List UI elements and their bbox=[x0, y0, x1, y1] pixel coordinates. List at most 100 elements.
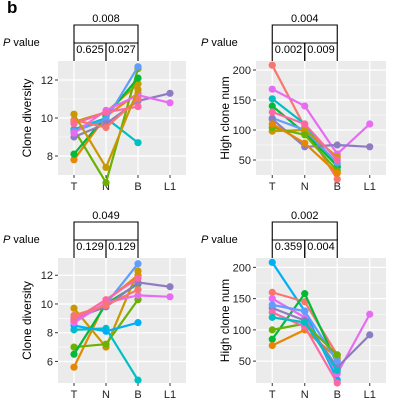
data-point bbox=[134, 139, 142, 147]
chart-panel-1: 8 10 12 T N B L1 Clone diversity 0.008 0.625 0.027… bbox=[3, 13, 186, 193]
data-point bbox=[70, 304, 78, 312]
p-value-label: 0.008 bbox=[92, 13, 120, 25]
y-tick-label: 200 bbox=[233, 65, 251, 77]
data-point bbox=[102, 340, 110, 348]
data-point bbox=[102, 296, 110, 304]
significance-bracket bbox=[105, 239, 139, 258]
data-point bbox=[268, 61, 276, 69]
y-axis-label: High clone num bbox=[218, 279, 232, 362]
data-point bbox=[134, 74, 142, 82]
data-point bbox=[301, 139, 309, 147]
y-tick-label: 8 bbox=[47, 328, 53, 340]
significance-bracket bbox=[271, 24, 338, 43]
data-point bbox=[333, 379, 341, 387]
data-point bbox=[102, 179, 110, 187]
y-tick-label: 12 bbox=[41, 270, 53, 282]
p-value-label: 0.359 bbox=[275, 241, 303, 253]
data-point bbox=[166, 99, 174, 107]
data-point bbox=[70, 311, 78, 320]
data-point bbox=[268, 313, 276, 321]
x-tick-label: B bbox=[134, 389, 141, 401]
data-point bbox=[268, 102, 276, 110]
data-point bbox=[102, 123, 110, 132]
p-value-label: 0.129 bbox=[108, 241, 136, 253]
p-value-label: 0.129 bbox=[76, 241, 104, 253]
y-tick-label: 50 bbox=[239, 155, 251, 167]
x-tick-label: L1 bbox=[364, 181, 376, 193]
y-tick-label: 150 bbox=[233, 95, 251, 107]
y-tick-label: 8 bbox=[47, 151, 53, 163]
data-point bbox=[301, 290, 309, 298]
plot-background bbox=[256, 61, 386, 175]
data-point bbox=[134, 274, 142, 282]
data-point bbox=[134, 63, 142, 71]
y-tick-label: 200 bbox=[233, 262, 251, 274]
data-point bbox=[366, 331, 374, 339]
data-point bbox=[268, 108, 276, 116]
significance-bracket bbox=[271, 221, 338, 240]
data-point bbox=[301, 131, 309, 139]
y-tick-label: 100 bbox=[233, 325, 251, 337]
data-point bbox=[333, 156, 341, 164]
p-value-caption: P value bbox=[3, 37, 40, 49]
data-point bbox=[134, 376, 142, 384]
data-point bbox=[301, 307, 309, 315]
data-point bbox=[301, 318, 309, 326]
data-point bbox=[134, 267, 142, 275]
data-point bbox=[268, 258, 276, 266]
p-value-label: 0.002 bbox=[291, 210, 319, 222]
chart-panel-3: 6 8 10 12 T N B L1 Clone diversity 0.049 0.129 0.12… bbox=[3, 210, 186, 401]
x-tick-label: N bbox=[301, 181, 309, 193]
x-tick-label: T bbox=[269, 389, 276, 401]
data-point bbox=[134, 260, 142, 268]
p-value-label: 0.027 bbox=[108, 44, 136, 56]
data-point bbox=[268, 120, 276, 128]
data-point bbox=[166, 89, 174, 97]
y-axis-label: Clone diversity bbox=[20, 281, 34, 360]
p-value-caption: P value bbox=[201, 37, 238, 49]
x-tick-label: L1 bbox=[364, 389, 376, 401]
data-point bbox=[333, 169, 341, 177]
data-point bbox=[134, 80, 142, 88]
data-point bbox=[301, 120, 309, 128]
data-point bbox=[333, 175, 341, 183]
data-point bbox=[166, 283, 174, 291]
significance-bracket bbox=[304, 239, 338, 258]
x-tick-label: B bbox=[334, 389, 341, 401]
data-point bbox=[366, 143, 374, 151]
data-point bbox=[268, 308, 276, 316]
x-tick-label: N bbox=[301, 389, 309, 401]
data-point bbox=[333, 141, 341, 149]
data-point bbox=[70, 110, 78, 118]
p-value-label: 0.004 bbox=[291, 13, 319, 25]
data-point bbox=[333, 351, 341, 359]
data-point bbox=[301, 102, 309, 110]
data-point bbox=[268, 341, 276, 350]
chart-panel-4: 50 100 150 200 T N B L1 High clone num 0.002 0.359… bbox=[201, 210, 386, 401]
data-point bbox=[366, 310, 374, 318]
x-tick-label: N bbox=[102, 181, 110, 193]
panel-letter: b bbox=[7, 0, 18, 17]
data-point bbox=[70, 350, 78, 358]
data-point bbox=[268, 295, 276, 303]
x-tick-label: L1 bbox=[164, 389, 176, 401]
data-point bbox=[268, 288, 276, 296]
data-point bbox=[134, 319, 142, 327]
y-tick-label: 10 bbox=[41, 113, 53, 125]
series-line-6 bbox=[271, 306, 371, 369]
y-tick-label: 10 bbox=[41, 299, 53, 311]
series-line-9 bbox=[73, 294, 171, 324]
x-tick-label: B bbox=[134, 181, 141, 193]
y-tick-label: 12 bbox=[41, 75, 53, 87]
data-point bbox=[166, 293, 174, 301]
p-value-caption: P value bbox=[3, 234, 40, 246]
y-axis-label: Clone diversity bbox=[20, 79, 34, 158]
data-point bbox=[102, 163, 110, 171]
y-tick-label: 6 bbox=[47, 356, 53, 368]
data-point bbox=[134, 291, 142, 299]
chart-panel-2: 50 100 150 200 T N B L1 High clone num 0.004 0.002… bbox=[201, 13, 386, 193]
data-point bbox=[268, 335, 276, 343]
y-tick-label: 100 bbox=[233, 125, 251, 137]
data-point bbox=[70, 156, 78, 164]
